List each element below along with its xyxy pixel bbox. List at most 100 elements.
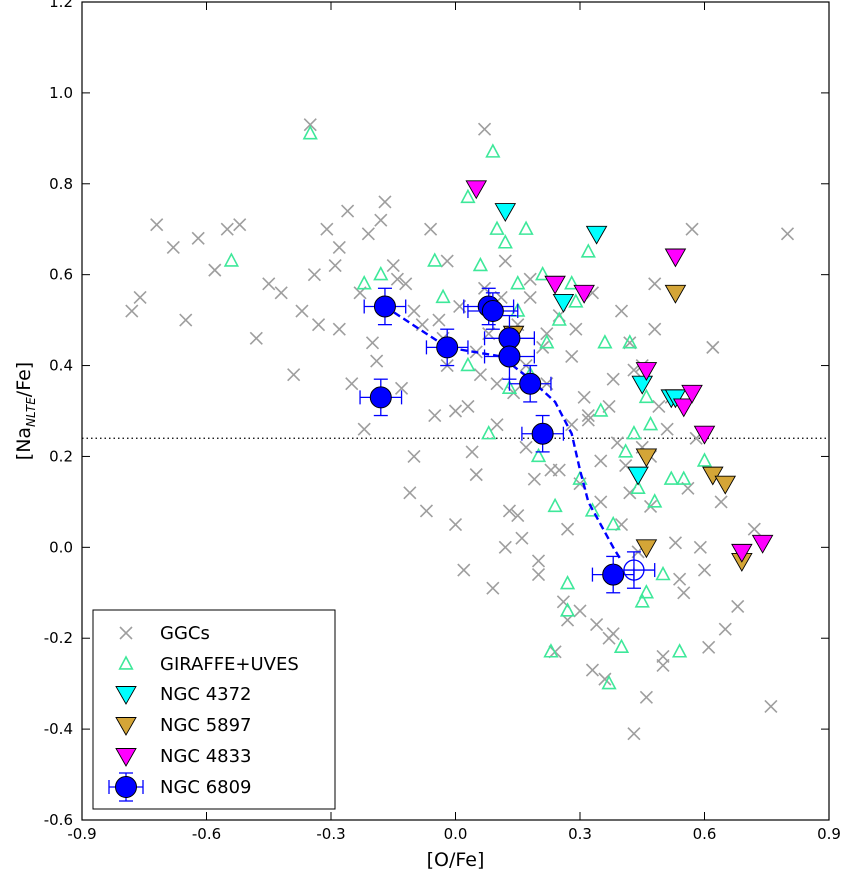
ggc-point [457,563,471,577]
ggc-point [648,322,662,336]
legend-label: NGC 6809 [160,777,252,798]
ggc-point [374,213,388,227]
ngc4833-point [573,284,595,304]
giraffe-uves-point [597,334,613,349]
ngc4833-point [465,180,488,200]
ngc4833-point [672,398,695,418]
ggc-point [610,436,624,450]
giraffe-uves-point [427,252,443,267]
x-tick-label: 0.9 [817,825,841,843]
ggc-point [569,322,583,336]
x-tick-label: 0.0 [444,825,468,843]
ggc-point [390,272,404,286]
giraffe-uves-point [481,425,497,440]
x-tick-label: 0.3 [568,825,592,843]
giraffe-uves-point [671,643,688,658]
y-tick-label: 0.0 [49,538,73,556]
ggc-point [432,313,446,327]
ggc-point [523,272,537,286]
ggc-point [399,277,413,291]
giraffe-uves-point [435,288,451,304]
ggc-point [706,340,720,354]
ggc-point [718,622,732,636]
ngc5897-point [635,539,658,559]
ngc4833-point [681,384,703,404]
ggc-point [606,627,620,641]
y-tick-label: 0.6 [49,266,73,284]
ggc-point [473,368,487,382]
ggc-point [419,504,434,518]
x-tick-label: -0.9 [67,825,96,843]
ggc-point [307,268,321,282]
ggc-point [527,472,541,486]
ggc-point [461,399,475,414]
giraffe-uves-point [622,334,638,349]
ggc-point [403,486,417,500]
ggc-point [274,286,288,300]
ggc-point [498,254,512,268]
ggc-point [295,304,309,318]
y-tick-label: 1.0 [49,84,73,102]
y-tick-label: -0.4 [44,720,73,738]
ggc-point [594,454,608,468]
ngc6809-point [363,287,407,326]
ggc-point [365,336,380,350]
ngc6809-trend-line [384,305,623,562]
ngc4833-point [693,425,716,445]
ngc4372-point [494,203,517,222]
ggc-point [594,495,608,509]
ggc-point [490,377,504,391]
ggc-point [332,322,346,336]
ngc4372-point [627,466,649,486]
giraffe-uves-point [302,125,318,140]
legend-label: GGCs [160,623,210,644]
legend-item: NGC 5897 [115,715,252,736]
giraffe-uves-point [655,565,671,581]
giraffe-uves-point [613,638,630,654]
ggc-point [486,581,500,595]
ggc-point [598,672,612,686]
ggc-point [341,204,355,218]
ggc-point [220,222,234,236]
giraffe-uves-point [638,584,655,599]
giraffe-uves-point [559,602,576,617]
y-tick-label: 1.2 [49,0,73,11]
ggc-point [731,599,745,613]
giraffe-uves-point [223,252,240,267]
ggc-point [660,422,674,436]
ggc-point [677,586,691,600]
ggc-point [519,440,533,454]
ggc-point [648,277,662,291]
ggc-point [150,218,164,232]
giraffe-uves-point [663,470,679,485]
x-tick-label: 0.6 [693,825,717,843]
ggc-point [424,222,438,236]
ggc-point [780,227,795,241]
giraffe-uves-point [551,311,567,326]
ggc-point [565,349,579,364]
ggc-point [573,604,587,618]
giraffe-uves-point [535,265,551,281]
ngc4833-point [544,275,566,295]
ggc-point [540,327,554,341]
giraffe-uves-point [559,574,576,590]
ggc-point [332,240,346,254]
ggc-point [656,649,670,663]
ggc-point [639,690,653,704]
x-tick-label: -0.3 [316,825,345,843]
giraffe-uves-point [539,334,555,349]
ggc-point [469,468,483,482]
ngc4833-point [731,543,753,563]
ggc-point [498,540,512,554]
ngc4833-point [635,362,658,382]
ggc-point [378,195,392,209]
ggc-point [249,331,263,345]
legend-marker [118,655,134,670]
ggc-point [361,227,375,241]
ggc-point [407,304,421,318]
giraffe-uves-point [642,415,659,431]
ggc-point [345,377,359,391]
giraffe-uves-point [460,188,476,204]
ggc-point [311,318,326,332]
ngc4372-point [631,375,654,395]
